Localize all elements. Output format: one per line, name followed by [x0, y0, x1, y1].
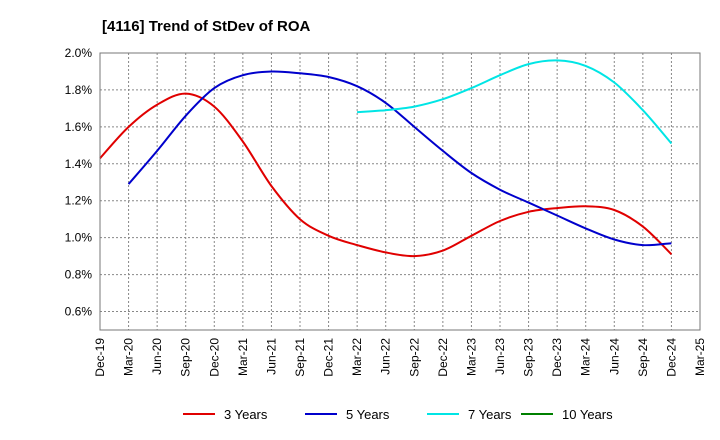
series-line-7-years — [357, 59, 673, 145]
x-axis-ticks: Dec-19 Mar-20 Jun-20 Sep-20 Dec-20 Mar-21 Jun-… — [93, 338, 707, 377]
y-tick-label: 0.8% — [65, 268, 93, 282]
legend: 3 Years 5 Years 7 Years 10 Years — [183, 407, 613, 422]
x-tick-label: Dec-20 — [207, 338, 221, 377]
y-tick-label: 1.4% — [65, 157, 93, 171]
x-tick-label: Dec-19 — [93, 338, 107, 377]
y-tick-label: 2.0% — [65, 46, 93, 60]
y-tick-label: 1.0% — [65, 231, 93, 245]
plot-frame — [99, 52, 701, 331]
y-tick-label: 1.6% — [65, 120, 93, 134]
y-axis-ticks: 0.6% 0.8% 1.0% 1.2% 1.4% 1.6% 1.8% 2.0% — [65, 46, 93, 319]
x-tick-label: Sep-22 — [407, 338, 421, 377]
series-line-5-years — [127, 70, 672, 247]
series-line-3-years — [99, 92, 673, 258]
y-tick-label: 0.6% — [65, 305, 93, 319]
x-tick-label: Jun-21 — [264, 338, 278, 375]
x-tick-label: Sep-21 — [293, 338, 307, 377]
x-tick-label: Sep-24 — [636, 338, 650, 377]
x-tick-label: Mar-25 — [693, 338, 707, 376]
y-tick-label: 1.8% — [65, 83, 93, 97]
legend-label-3-years: 3 Years — [224, 407, 268, 422]
x-tick-label: Jun-20 — [150, 338, 164, 375]
x-tick-label: Jun-23 — [493, 338, 507, 375]
x-tick-label: Mar-22 — [350, 338, 364, 376]
x-tick-label: Mar-20 — [122, 338, 136, 376]
x-tick-label: Sep-23 — [522, 338, 536, 377]
x-tick-label: Dec-21 — [322, 338, 336, 377]
x-tick-label: Mar-24 — [579, 338, 593, 376]
grid — [100, 53, 700, 330]
legend-label-10-years: 10 Years — [562, 407, 613, 422]
y-tick-label: 1.2% — [65, 194, 93, 208]
x-tick-label: Dec-22 — [436, 338, 450, 377]
x-tick-label: Mar-23 — [464, 338, 478, 376]
x-tick-label: Sep-20 — [179, 338, 193, 377]
x-tick-label: Mar-21 — [236, 338, 250, 376]
x-tick-label: Dec-23 — [550, 338, 564, 377]
legend-label-7-years: 7 Years — [468, 407, 512, 422]
chart-title: [4116] Trend of StDev of ROA — [102, 18, 311, 35]
series-lines — [99, 59, 673, 258]
x-tick-label: Dec-24 — [664, 338, 678, 377]
x-tick-label: Jun-22 — [379, 338, 393, 375]
x-tick-label: Jun-24 — [607, 338, 621, 375]
legend-label-5-years: 5 Years — [346, 407, 390, 422]
